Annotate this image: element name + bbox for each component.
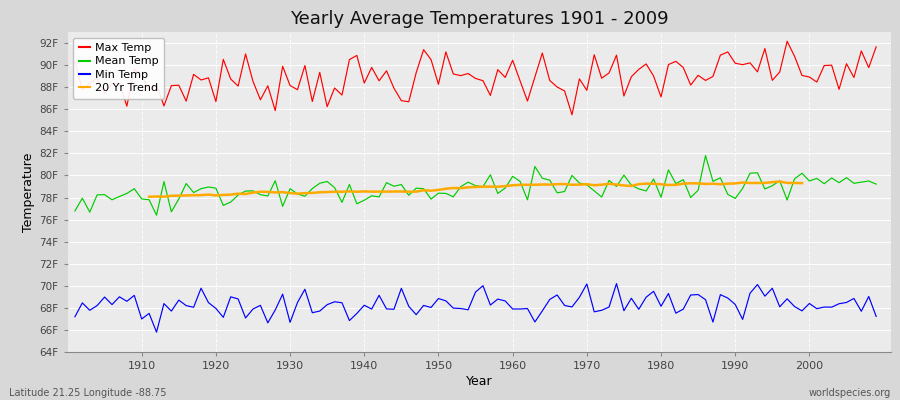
Title: Yearly Average Temperatures 1901 - 2009: Yearly Average Temperatures 1901 - 2009: [290, 10, 669, 28]
X-axis label: Year: Year: [466, 375, 492, 388]
Text: Latitude 21.25 Longitude -88.75: Latitude 21.25 Longitude -88.75: [9, 388, 166, 398]
Y-axis label: Temperature: Temperature: [22, 152, 35, 232]
Legend: Max Temp, Mean Temp, Min Temp, 20 Yr Trend: Max Temp, Mean Temp, Min Temp, 20 Yr Tre…: [73, 38, 165, 99]
Text: worldspecies.org: worldspecies.org: [809, 388, 891, 398]
